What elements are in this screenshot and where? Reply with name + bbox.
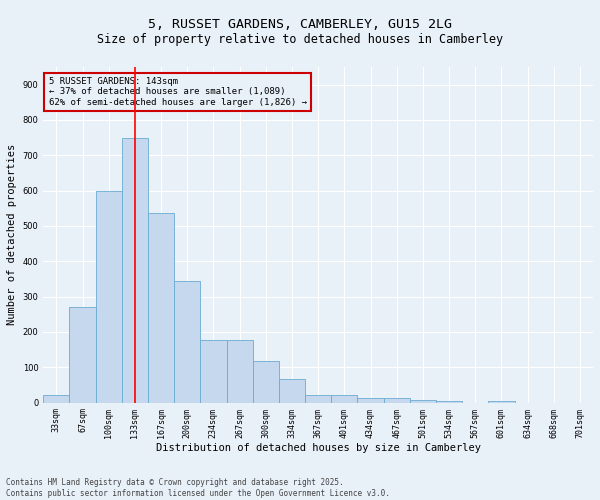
Text: Contains HM Land Registry data © Crown copyright and database right 2025.
Contai: Contains HM Land Registry data © Crown c…	[6, 478, 390, 498]
Bar	[436, 401, 462, 402]
Bar	[148, 212, 174, 402]
Bar	[488, 401, 515, 402]
Text: 5 RUSSET GARDENS: 143sqm
← 37% of detached houses are smaller (1,089)
62% of sem: 5 RUSSET GARDENS: 143sqm ← 37% of detach…	[49, 77, 307, 107]
Bar	[122, 138, 148, 402]
Bar	[410, 400, 436, 402]
Y-axis label: Number of detached properties: Number of detached properties	[7, 144, 17, 326]
X-axis label: Distribution of detached houses by size in Camberley: Distribution of detached houses by size …	[155, 443, 481, 453]
Bar	[95, 190, 122, 402]
Bar	[305, 395, 331, 402]
Text: Size of property relative to detached houses in Camberley: Size of property relative to detached ho…	[97, 32, 503, 46]
Bar	[383, 398, 410, 402]
Bar	[43, 395, 70, 402]
Bar	[174, 282, 200, 403]
Bar	[331, 395, 358, 402]
Bar	[279, 378, 305, 402]
Bar	[358, 398, 383, 402]
Bar	[227, 340, 253, 402]
Bar	[70, 306, 95, 402]
Bar	[200, 340, 227, 402]
Text: 5, RUSSET GARDENS, CAMBERLEY, GU15 2LG: 5, RUSSET GARDENS, CAMBERLEY, GU15 2LG	[148, 18, 452, 30]
Bar	[253, 361, 279, 403]
